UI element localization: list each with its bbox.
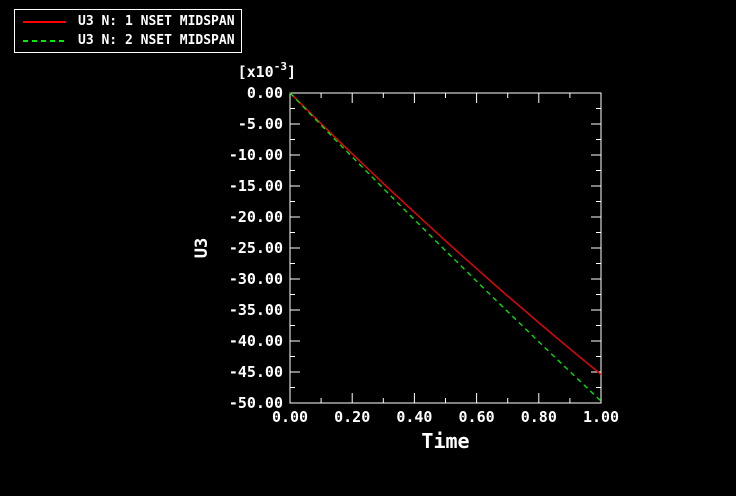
x-tick-label: 0.00 [272,408,308,426]
y-tick-label: -30.00 [229,270,283,288]
y-tick-label: -50.00 [229,394,283,412]
legend-label-series1: U3 N: 1 NSET MIDSPAN [78,14,235,29]
y-tick-label: -25.00 [229,239,283,257]
y-tick-label: -5.00 [238,115,283,133]
y-tick-label: 0.00 [247,84,283,102]
legend-item: U3 N: 1 NSET MIDSPAN [15,14,241,29]
y-axis-title: U3 [192,238,212,258]
series2-line-swatch [23,39,66,42]
legend-item: U3 N: 2 NSET MIDSPAN [15,33,241,48]
legend-box: U3 N: 1 NSET MIDSPAN U3 N: 2 NSET MIDSPA… [14,9,242,53]
y-tick-label: -35.00 [229,301,283,319]
y-tick-label: -40.00 [229,332,283,350]
x-tick-label: 1.00 [583,408,619,426]
y-axis-scale-label: [x10-3] [238,60,296,81]
curve-series-1 [289,92,602,376]
x-tick-label: 0.80 [521,408,557,426]
legend-label-series2: U3 N: 2 NSET MIDSPAN [78,33,235,48]
y-tick-label: -10.00 [229,146,283,164]
y-tick-label: -45.00 [229,363,283,381]
series1-line-swatch [23,20,66,23]
x-tick-label: 0.60 [459,408,495,426]
curve-series-2 [289,92,602,402]
y-tick-label: -20.00 [229,208,283,226]
x-axis-title: Time [421,429,469,453]
x-tick-label: 0.40 [396,408,432,426]
y-tick-label: -15.00 [229,177,283,195]
x-tick-label: 0.20 [334,408,370,426]
